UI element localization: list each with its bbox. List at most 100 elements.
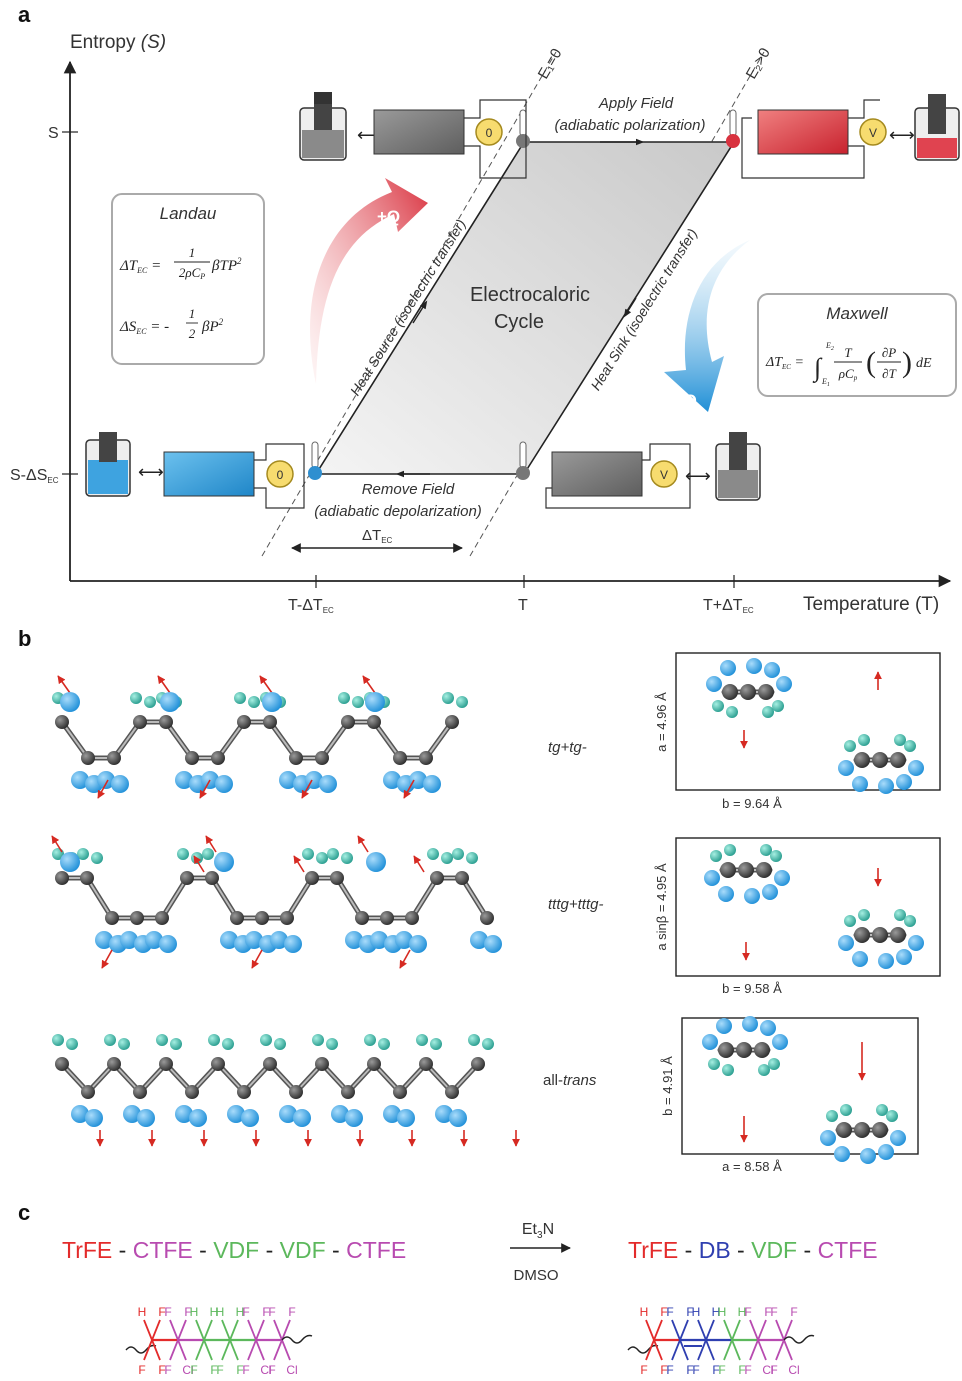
fluorine-atom bbox=[71, 771, 89, 789]
atom-label: H bbox=[210, 1305, 219, 1319]
maxwell-equation: ΔTEC = ∫ E2 E1 T ρCp ( ∂P ∂T ) dE bbox=[765, 341, 932, 388]
fluorine-atom bbox=[838, 760, 854, 776]
plus-q-arrow bbox=[310, 178, 428, 384]
hydrogen-atom bbox=[762, 706, 774, 718]
dipole-arrow bbox=[101, 949, 113, 969]
cycle-label-1: Electrocaloric bbox=[470, 284, 590, 306]
hydrogen-atom bbox=[726, 706, 738, 718]
atom-label: F bbox=[764, 1305, 771, 1319]
dipole-arrow bbox=[251, 949, 263, 969]
unit-cell-molecule bbox=[704, 844, 790, 904]
atom-label: H bbox=[712, 1305, 721, 1319]
atom-label: F bbox=[640, 1363, 647, 1377]
hydrogen-atom bbox=[710, 850, 722, 862]
atom-label: F bbox=[158, 1305, 165, 1319]
carbon-atom bbox=[836, 1122, 852, 1138]
svg-text:∫: ∫ bbox=[812, 353, 823, 383]
fluorine-atom bbox=[484, 935, 502, 953]
svg-text:βP2: βP2 bbox=[201, 317, 224, 335]
y-tick-s: S bbox=[48, 125, 59, 142]
carbon-atom bbox=[263, 715, 277, 729]
fluorine-atom bbox=[838, 935, 854, 951]
carbon-atom bbox=[55, 715, 69, 729]
fluorine-atom bbox=[227, 1105, 245, 1123]
sequence-separator: - bbox=[193, 1237, 213, 1263]
carbon-atom bbox=[758, 684, 774, 700]
carbon-atom bbox=[255, 911, 269, 925]
dipole-arrow bbox=[413, 855, 425, 873]
svg-text:∂T: ∂T bbox=[882, 366, 896, 381]
fluorine-atom bbox=[220, 931, 238, 949]
fluorine-atom bbox=[60, 692, 80, 712]
carbon-atom bbox=[305, 871, 319, 885]
fluorine-atom bbox=[878, 953, 894, 969]
hydrogen-atom bbox=[312, 1034, 324, 1046]
sequence-left: TrFE - CTFE - VDF - VDF - CTFE bbox=[62, 1237, 406, 1263]
fluorine-atom bbox=[214, 852, 234, 872]
carbon-atom bbox=[445, 1085, 459, 1099]
sequence-separator: - bbox=[112, 1237, 132, 1263]
carbon-atom bbox=[185, 751, 199, 765]
carbon-atom bbox=[341, 715, 355, 729]
fluorine-atom bbox=[908, 760, 924, 776]
unit-cell-molecule bbox=[702, 1016, 788, 1076]
atom-label: F bbox=[158, 1363, 165, 1377]
svg-text:2: 2 bbox=[189, 326, 196, 341]
monomer-vdf: VDF bbox=[280, 1237, 326, 1263]
carbon-atom bbox=[105, 911, 119, 925]
polymer-chain bbox=[52, 675, 468, 799]
fluorine-atom bbox=[279, 1105, 297, 1123]
atom-label: F bbox=[242, 1363, 249, 1377]
hydrogen-atom bbox=[466, 852, 478, 864]
atom-label: F bbox=[686, 1363, 693, 1377]
step-remove-field-sub: (adiabatic depolarization) bbox=[314, 503, 482, 520]
carbon-atom bbox=[854, 927, 870, 943]
hydrogen-atom bbox=[712, 700, 724, 712]
fluorine-atom bbox=[279, 771, 297, 789]
atom-label: F bbox=[236, 1363, 243, 1377]
atom-label: Cl bbox=[286, 1363, 297, 1377]
fluorine-atom bbox=[890, 1130, 906, 1146]
hydrogen-atom bbox=[876, 1104, 888, 1116]
dipole-arrow bbox=[205, 835, 217, 853]
monomer-ctfe: CTFE bbox=[346, 1237, 406, 1263]
carbon-atom bbox=[130, 911, 144, 925]
hydrogen-atom bbox=[430, 1038, 442, 1050]
fluorine-atom bbox=[706, 676, 722, 692]
atom-label: F bbox=[790, 1305, 797, 1319]
carbon-atom bbox=[393, 751, 407, 765]
fluorine-atom bbox=[878, 778, 894, 794]
unit-cell-molecule bbox=[838, 909, 924, 969]
carbon-atom bbox=[419, 751, 433, 765]
fluorine-atom bbox=[345, 1109, 363, 1127]
svg-text:dE: dE bbox=[916, 356, 932, 371]
unit-cell-molecule bbox=[820, 1104, 906, 1164]
maxwell-title: Maxwell bbox=[826, 304, 889, 323]
fluorine-atom bbox=[720, 660, 736, 676]
unit-cell-molecule bbox=[838, 734, 924, 794]
cell-side-b-tttg: b = 9.58 Å bbox=[722, 981, 782, 996]
fluorine-atom bbox=[702, 1034, 718, 1050]
fluorine-atom bbox=[764, 662, 780, 678]
fluorine-atom bbox=[111, 775, 129, 793]
fluorine-atom bbox=[704, 870, 720, 886]
svg-text:V: V bbox=[869, 126, 877, 140]
hydrogen-atom bbox=[840, 1104, 852, 1116]
hydrogen-atom bbox=[770, 850, 782, 862]
fluorine-atom bbox=[345, 931, 363, 949]
fluorine-atom bbox=[145, 931, 163, 949]
carbon-atom bbox=[211, 751, 225, 765]
dipole-arrow bbox=[259, 675, 273, 694]
fluorine-atom bbox=[742, 1016, 758, 1032]
carbon-atom bbox=[854, 752, 870, 768]
hydrogen-atom bbox=[130, 692, 142, 704]
panel-a: Entropy (S) Temperature (T) S S-ΔSEC T-Δ… bbox=[10, 32, 960, 615]
carbon-atom bbox=[133, 1085, 147, 1099]
hydrogen-atom bbox=[302, 848, 314, 860]
fluorine-atom bbox=[245, 931, 263, 949]
atom-label: Cl bbox=[762, 1363, 773, 1377]
atom-label: F bbox=[744, 1305, 751, 1319]
fluorine-atom bbox=[896, 949, 912, 965]
x-tick-t-minus: T-ΔTEC bbox=[288, 597, 334, 615]
